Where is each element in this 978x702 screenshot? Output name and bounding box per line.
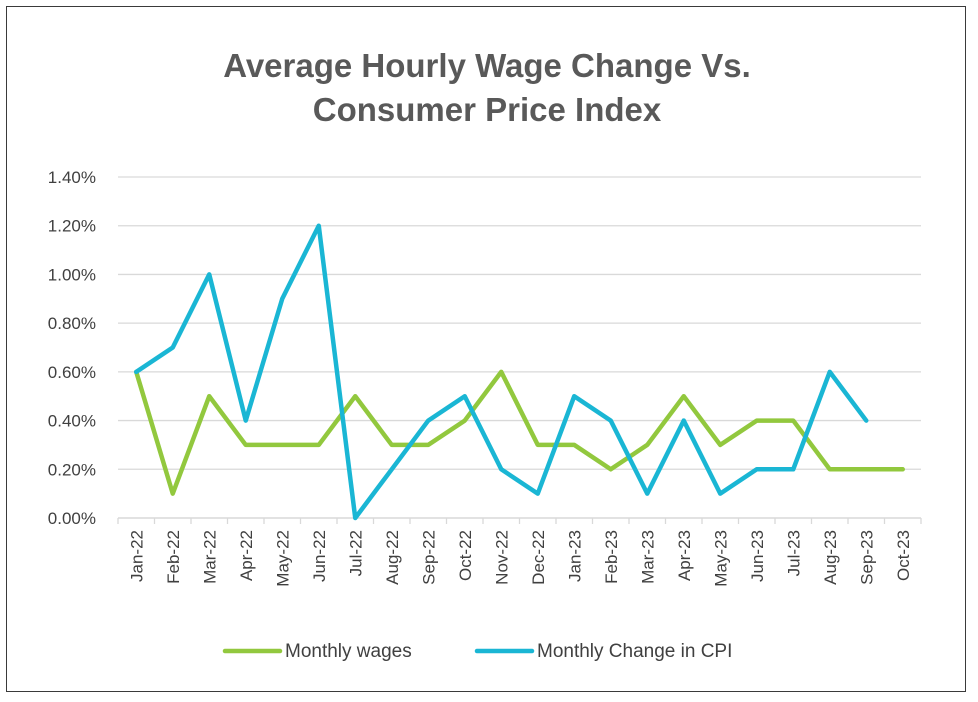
x-tick-label: Feb-23: [602, 530, 621, 584]
legend-label: Monthly Change in CPI: [537, 641, 732, 662]
x-tick-label: Jun-22: [310, 530, 329, 582]
x-tick-label: Aug-22: [383, 530, 402, 585]
x-axis-tick-labels: Jan-22 Feb-22 Mar-22 Apr-22 May-22 Jun-22 Jul-…: [127, 530, 913, 587]
y-tick-label: 0.20%: [48, 460, 96, 479]
x-tick-label: Jun-23: [748, 530, 767, 582]
x-tick-label: Jan-22: [127, 530, 146, 582]
x-tick-label: Apr-23: [675, 530, 694, 581]
chart-title-line-1: Average Hourly Wage Change Vs.: [223, 47, 751, 84]
x-tick-label: Feb-22: [164, 530, 183, 584]
line-chart: Average Hourly Wage Change Vs. Consumer …: [48, 47, 922, 662]
chart-frame: Average Hourly Wage Change Vs. Consumer …: [6, 6, 966, 692]
series-line-monthly-cpi: [134, 223, 869, 521]
x-tick-label: May-23: [711, 530, 730, 587]
chart-title-line-2: Consumer Price Index: [313, 91, 662, 128]
legend-item: Monthly Change in CPI: [474, 641, 732, 662]
y-tick-label: 0.40%: [48, 412, 96, 431]
x-tick-label: Sep-22: [419, 530, 438, 585]
legend: Monthly wages Monthly Change in CPI: [222, 641, 732, 662]
legend-label: Monthly wages: [285, 641, 412, 662]
series-lines: [134, 223, 905, 521]
y-tick-label: 0.00%: [48, 509, 96, 528]
legend-item: Monthly wages: [222, 641, 412, 662]
series-line-monthly-wages: [134, 369, 905, 496]
x-tick-label: Dec-22: [529, 530, 548, 585]
x-axis: [117, 517, 922, 524]
gridlines: [118, 176, 921, 470]
x-tick-label: Nov-22: [492, 530, 511, 585]
y-tick-label: 0.80%: [48, 314, 96, 333]
x-tick-label: Sep-23: [857, 530, 876, 585]
y-tick-label: 1.00%: [48, 265, 96, 284]
x-tick-label: May-22: [273, 530, 292, 587]
y-tick-label: 1.20%: [48, 217, 96, 236]
x-tick-label: Oct-23: [894, 530, 913, 581]
x-tick-label: Mar-22: [200, 530, 219, 584]
y-tick-label: 1.40%: [48, 168, 96, 187]
x-tick-label: Mar-23: [638, 530, 657, 584]
x-tick-label: Jan-23: [565, 530, 584, 582]
x-tick-label: Jul-23: [784, 530, 803, 576]
y-axis-tick-labels: 0.00% 0.20% 0.40% 0.60% 0.80% 1.00% 1.20% 1.40%: [48, 168, 96, 528]
x-tick-label: Jul-22: [346, 530, 365, 576]
x-tick-label: Aug-23: [821, 530, 840, 585]
x-tick-label: Apr-22: [237, 530, 256, 581]
chart-title: Average Hourly Wage Change Vs. Consumer …: [223, 47, 751, 128]
y-tick-label: 0.60%: [48, 363, 96, 382]
x-tick-label: Oct-22: [456, 530, 475, 581]
